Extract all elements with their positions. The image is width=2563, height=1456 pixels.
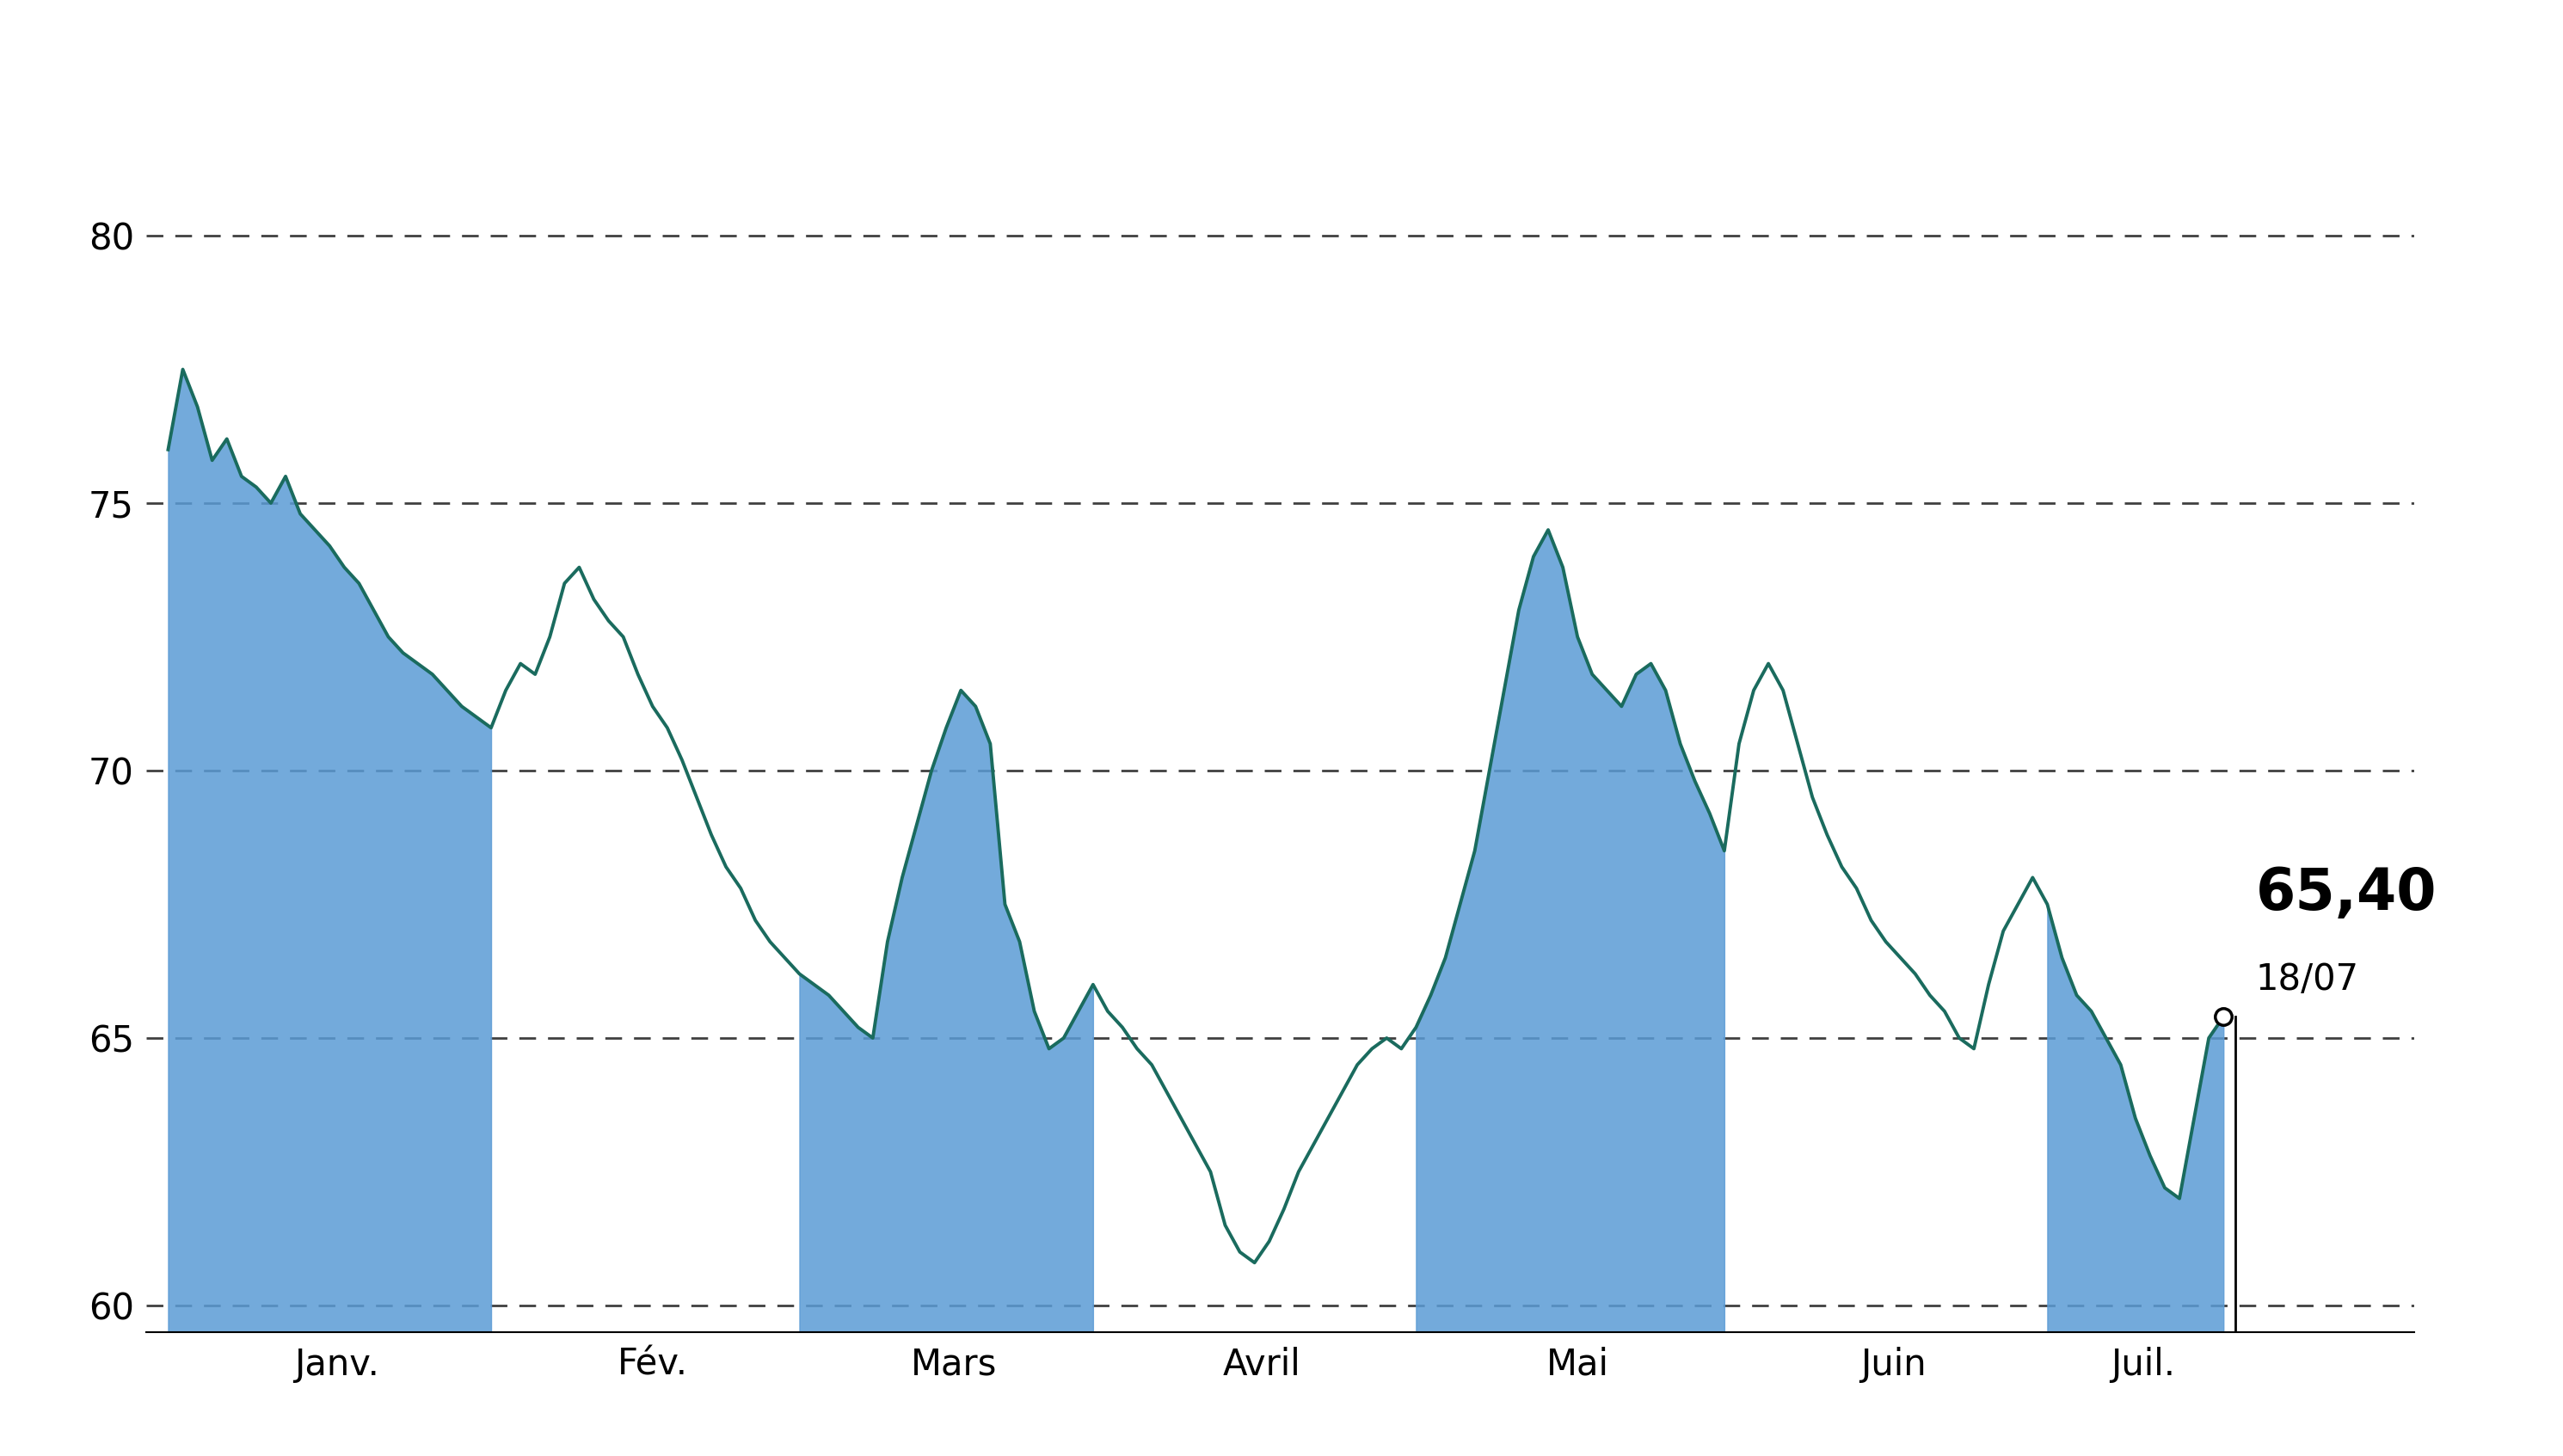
- Text: 18/07: 18/07: [2255, 961, 2358, 997]
- Text: Energiekontor AG: Energiekontor AG: [748, 29, 1815, 134]
- Text: 65,40: 65,40: [2255, 865, 2437, 922]
